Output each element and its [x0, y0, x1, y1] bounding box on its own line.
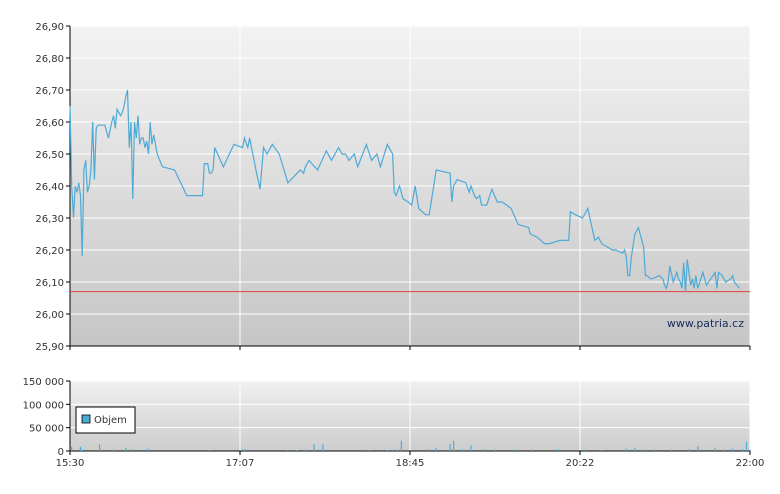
volume-bar — [742, 449, 744, 451]
volume-bar — [461, 449, 463, 451]
price-y-axis: 25,90 26,00 26,10 26,20 26,30 26,40 26,50 26,60… — [35, 22, 64, 353]
volume-legend: Objem — [75, 406, 136, 434]
volume-bar — [644, 449, 646, 451]
time-x-axis: 15:30 17:07 18:45 20:22 22:00 — [56, 451, 765, 469]
volume-bar — [688, 449, 690, 451]
volume-bar — [484, 449, 486, 451]
volume-bar — [71, 446, 73, 451]
volume-y-tick-label: 100 000 — [23, 400, 64, 411]
price-series-line — [69, 89, 740, 292]
time-x-tick-label: 22:00 — [736, 458, 765, 469]
volume-bar — [386, 450, 388, 451]
volume-y-tick-label: 0 — [58, 447, 64, 458]
volume-bar — [400, 440, 402, 451]
volume-bar — [397, 450, 399, 451]
time-x-tick-label: 17:07 — [226, 458, 255, 469]
volume-bar — [625, 448, 627, 451]
volume-bar — [583, 449, 585, 451]
volume-bar — [453, 440, 455, 451]
time-x-tick-label: 15:30 — [56, 458, 85, 469]
price-y-tick-label: 26,20 — [35, 246, 64, 257]
volume-bar — [81, 449, 83, 451]
volume-bar — [113, 449, 115, 451]
volume-bar — [514, 449, 516, 451]
price-y-tick-label: 26,90 — [35, 22, 64, 33]
price-y-tick-label: 26,50 — [35, 150, 64, 161]
legend-label: Objem — [94, 415, 127, 426]
volume-y-tick-label: 150 000 — [23, 377, 64, 388]
price-y-tick-label: 25,90 — [35, 342, 64, 353]
volume-y-axis: 0 50 000 100 000 150 000 — [23, 377, 64, 458]
volume-bar — [369, 450, 371, 451]
volume-bar — [99, 444, 101, 451]
volume-bar — [132, 449, 134, 451]
volume-bar — [243, 449, 245, 451]
volume-bar — [449, 444, 451, 451]
price-y-tick-label: 26,30 — [35, 214, 64, 225]
price-y-tick-label: 26,40 — [35, 182, 64, 193]
time-x-tick-label: 20:22 — [566, 458, 595, 469]
volume-bar — [494, 449, 496, 451]
watermark-text: www.patria.cz — [667, 317, 744, 330]
volume-bar — [723, 449, 725, 451]
volume-bar — [79, 446, 82, 451]
volume-bar — [557, 449, 559, 451]
volume-bar — [732, 448, 734, 451]
volume-bar — [304, 449, 306, 451]
legend-swatch — [81, 414, 91, 424]
volume-bar — [714, 448, 716, 451]
volume-bars — [71, 440, 751, 451]
time-x-tick-label: 18:45 — [396, 458, 425, 469]
volume-bar — [670, 449, 673, 451]
volume-bar — [601, 450, 603, 451]
volume-bar — [392, 449, 394, 451]
price-y-tick-label: 26,70 — [35, 86, 64, 97]
volume-bar — [470, 445, 472, 451]
volume-bar — [697, 446, 699, 451]
price-y-tick-label: 26,00 — [35, 310, 64, 321]
volume-bar — [634, 448, 636, 451]
volume-bar — [435, 448, 437, 451]
volume-bar — [208, 450, 211, 451]
volume-bar — [745, 441, 748, 451]
volume-bar — [749, 449, 751, 451]
volume-bar — [125, 447, 127, 451]
price-y-tick-label: 26,80 — [35, 54, 64, 65]
price-y-tick-label: 26,60 — [35, 118, 64, 129]
volume-bar — [426, 449, 428, 451]
volume-bar — [531, 449, 533, 451]
volume-bar — [653, 449, 655, 451]
volume-bar — [313, 444, 315, 451]
volume-bar — [147, 448, 150, 451]
price-y-tick-label: 26,10 — [35, 278, 64, 289]
volume-bar — [322, 444, 324, 451]
volume-bar — [287, 450, 289, 451]
volume-y-tick-label: 50 000 — [29, 424, 64, 435]
volume-bar — [362, 449, 364, 451]
price-gridlines — [66, 25, 751, 350]
volume-bar — [296, 450, 298, 451]
